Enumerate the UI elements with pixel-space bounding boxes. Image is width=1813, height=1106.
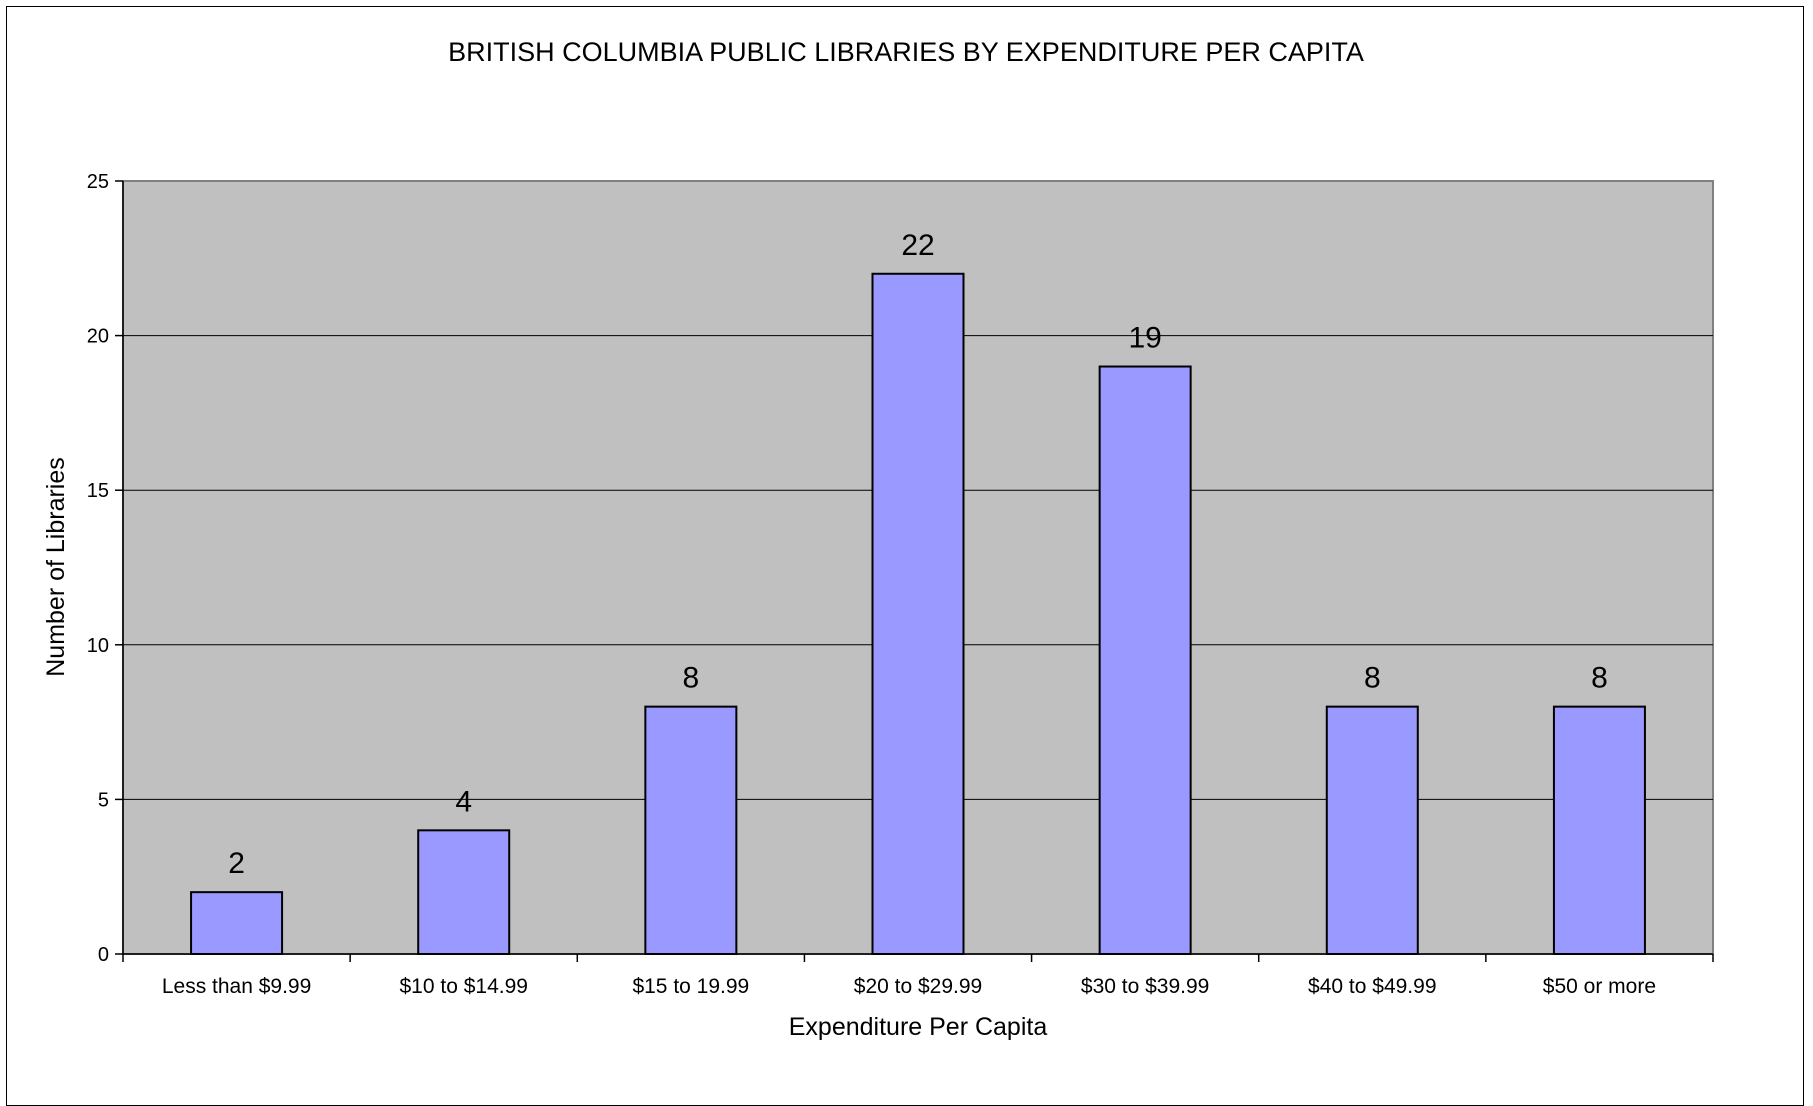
x-tick-label: $10 to $14.99 bbox=[399, 975, 527, 998]
x-tick-label: Less than $9.99 bbox=[162, 975, 311, 998]
data-label: 8 bbox=[1364, 662, 1381, 695]
bar bbox=[1098, 365, 1192, 955]
bar bbox=[1552, 705, 1646, 956]
y-axis-ticks: 0 5 10 15 20 25 bbox=[87, 171, 123, 966]
x-tick-label: $40 to $49.99 bbox=[1308, 975, 1436, 998]
y-tick-label: 0 bbox=[98, 944, 109, 966]
bar bbox=[417, 829, 511, 956]
x-axis-ticks: Less than $9.99 $10 to $14.99 $15 to 19.99… bbox=[122, 954, 1714, 998]
bar bbox=[190, 891, 284, 955]
data-label: 22 bbox=[901, 229, 934, 262]
data-label: 4 bbox=[455, 785, 472, 818]
y-tick-label: 20 bbox=[87, 326, 109, 348]
bar bbox=[871, 272, 965, 955]
bars bbox=[190, 272, 1646, 956]
x-axis-title: Expenditure Per Capita bbox=[789, 1013, 1048, 1041]
y-tick-label: 25 bbox=[87, 171, 109, 193]
data-label: 8 bbox=[683, 662, 700, 695]
y-tick-label: 15 bbox=[87, 480, 109, 502]
y-tick-label: 5 bbox=[98, 789, 109, 811]
data-label: 2 bbox=[228, 847, 245, 880]
bar bbox=[1325, 705, 1419, 956]
x-tick-label: $15 to 19.99 bbox=[632, 975, 749, 998]
data-label: 19 bbox=[1128, 322, 1161, 355]
y-axis-title: Number of Libraries bbox=[42, 457, 70, 677]
data-labels: 2 4 8 22 19 8 8 bbox=[228, 229, 1608, 880]
data-label: 8 bbox=[1591, 662, 1608, 695]
chart-title: BRITISH COLUMBIA PUBLIC LIBRARIES BY EXP… bbox=[448, 37, 1364, 67]
x-tick-label: $30 to $39.99 bbox=[1081, 975, 1209, 998]
bar bbox=[644, 705, 738, 956]
x-tick-label: $20 to $29.99 bbox=[854, 975, 982, 998]
x-tick-label: $50 or more bbox=[1543, 975, 1656, 998]
y-tick-label: 10 bbox=[87, 635, 109, 657]
